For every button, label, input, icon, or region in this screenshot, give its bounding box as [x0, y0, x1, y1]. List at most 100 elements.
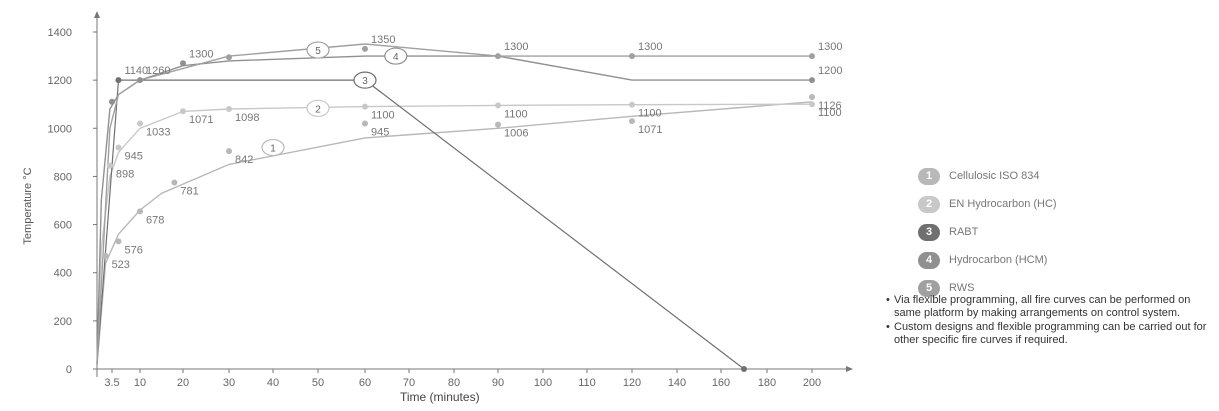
data-label: 898: [116, 169, 134, 181]
data-point: [809, 53, 815, 60]
legend-item: 1 Cellulosic ISO 834: [918, 162, 1218, 190]
data-label: 945: [124, 151, 142, 163]
data-label: 1100: [504, 108, 528, 120]
legend-item: 4 Hydrocarbon (HCM): [918, 246, 1218, 274]
legend-label: Cellulosic ISO 834: [949, 170, 1040, 182]
series-badge-4: [384, 47, 408, 65]
series-lines: [96, 43, 813, 370]
data-label: 1100: [371, 110, 395, 122]
x-tick-label: 110: [578, 377, 596, 389]
data-label: 1260: [146, 65, 170, 77]
data-point: [115, 144, 122, 151]
y-tick-label: 1000: [48, 123, 72, 135]
data-label: 1140: [124, 65, 148, 77]
series-badge-label: 4: [393, 52, 399, 63]
data-point: [741, 366, 747, 372]
y-tick-label: 800: [54, 171, 72, 183]
legend-item: 3 RABT: [918, 218, 1218, 246]
data-point: [106, 162, 113, 169]
data-point: [115, 77, 122, 84]
notes-list: Via flexible programming, all fire curve…: [886, 294, 1216, 348]
series-badge-1: [261, 138, 285, 157]
data-point: [226, 54, 232, 61]
data-label: 1126: [818, 100, 842, 112]
data-label: 1098: [235, 112, 259, 124]
y-tick-label: 600: [54, 220, 72, 232]
legend-badge: 5: [918, 279, 940, 297]
data-label: 1006: [504, 128, 528, 140]
data-point: [180, 108, 186, 115]
x-tick-label: 200: [803, 377, 821, 389]
series-badge-label: 3: [362, 76, 368, 87]
series-line-4: [96, 55, 812, 365]
y-axis-arrow: [94, 11, 100, 18]
legend-badge: 2: [918, 195, 940, 213]
data-point: [137, 120, 143, 127]
series-badge-label: 5: [315, 46, 321, 57]
x-tick-label: 3.5: [104, 377, 119, 389]
data-point: [171, 179, 178, 186]
data-point: [102, 252, 109, 259]
data-label: 576: [124, 244, 142, 256]
data-label: 1300: [189, 48, 213, 60]
data-point: [495, 102, 501, 109]
legend-badge: 4: [918, 251, 940, 269]
data-point: [362, 45, 368, 52]
series-line-1: [96, 101, 813, 365]
x-tick-label: 40: [267, 377, 279, 389]
legend-label: RABT: [949, 226, 979, 238]
data-point: [629, 101, 635, 108]
data-label: 1350: [371, 34, 395, 46]
data-point: [115, 238, 122, 245]
x-axis-label: Time (minutes): [400, 390, 480, 404]
y-tick-label: 400: [54, 268, 72, 280]
data-point: [137, 77, 143, 84]
y-tick-label: 200: [54, 316, 72, 328]
legend-badge: 3: [918, 223, 940, 241]
series-line-2: [96, 103, 813, 365]
legend-badge: 1: [918, 167, 940, 185]
y-axis-label: Temperature °C: [22, 167, 34, 245]
note-item: Via flexible programming, all fire curve…: [886, 294, 1216, 320]
data-point: [137, 208, 143, 215]
data-label: 945: [371, 126, 389, 138]
x-tick-label: 20: [177, 377, 189, 389]
x-tick-label: 90: [492, 377, 504, 389]
series-badge-label: 1: [270, 144, 276, 155]
y-tick-label: 1400: [48, 27, 72, 39]
data-point: [362, 120, 368, 127]
data-point: [809, 101, 815, 108]
data-point: [226, 106, 232, 113]
data-point: [226, 148, 232, 155]
x-tick-label: 10: [134, 377, 146, 389]
x-tick-label: 70: [403, 377, 415, 389]
data-point: [362, 103, 368, 110]
legend-label: EN Hydrocarbon (HC): [949, 198, 1057, 210]
data-label: 1200: [818, 65, 842, 77]
x-tick-label: 30: [223, 377, 235, 389]
data-point: [809, 93, 815, 100]
x-tick-label: 50: [312, 377, 324, 389]
series-badge-3: [353, 71, 377, 89]
x-tick-label: 60: [359, 377, 371, 389]
data-point: [180, 60, 186, 67]
series-badge-5: [306, 41, 330, 59]
note-item: Custom designs and flexible programming …: [886, 321, 1216, 347]
data-label: 1100: [638, 108, 662, 120]
data-point: [809, 77, 815, 84]
x-tick-label: 180: [758, 377, 776, 389]
x-tick-label: 80: [448, 377, 460, 389]
series-line-5: [96, 43, 812, 365]
data-label: 1300: [638, 41, 662, 53]
legend-label: RWS: [949, 282, 975, 294]
series-badge-label: 2: [315, 104, 321, 115]
series-badge-2: [306, 99, 330, 117]
data-point: [629, 118, 635, 125]
x-tick-label: 160: [712, 377, 730, 389]
data-label: 678: [146, 214, 164, 226]
data-label: 781: [180, 185, 198, 197]
x-tick-label: 120: [623, 377, 641, 389]
